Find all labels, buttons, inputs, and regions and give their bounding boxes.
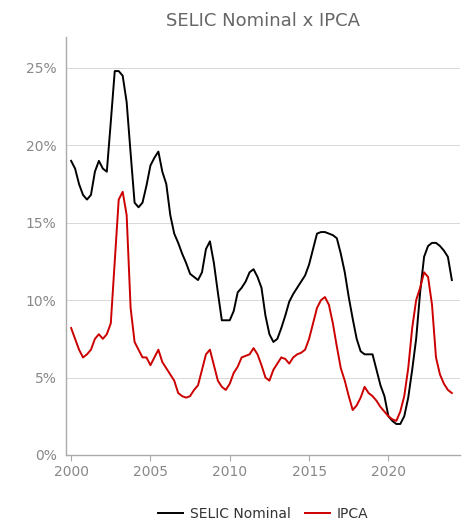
- SELIC Nominal: [96, 158, 102, 164]
- IPCA: [96, 331, 102, 338]
- IPCA: [393, 418, 399, 424]
- IPCA: [366, 390, 372, 396]
- SELIC Nominal: [68, 158, 74, 164]
- IPCA: [80, 354, 86, 361]
- SELIC Nominal: [393, 421, 399, 427]
- IPCA: [449, 390, 455, 396]
- SELIC Nominal: [449, 277, 455, 283]
- SELIC Nominal: [172, 231, 177, 237]
- SELIC Nominal: [112, 68, 118, 74]
- SELIC Nominal: [263, 313, 268, 319]
- IPCA: [120, 189, 126, 195]
- IPCA: [291, 354, 296, 361]
- SELIC Nominal: [366, 351, 372, 358]
- Legend: SELIC Nominal, IPCA: SELIC Nominal, IPCA: [152, 501, 374, 527]
- SELIC Nominal: [80, 191, 86, 198]
- Title: SELIC Nominal x IPCA: SELIC Nominal x IPCA: [166, 12, 360, 30]
- Line: IPCA: IPCA: [71, 192, 452, 421]
- SELIC Nominal: [291, 291, 296, 297]
- IPCA: [172, 378, 177, 384]
- IPCA: [68, 325, 74, 331]
- Line: SELIC Nominal: SELIC Nominal: [71, 71, 452, 424]
- IPCA: [263, 375, 268, 381]
